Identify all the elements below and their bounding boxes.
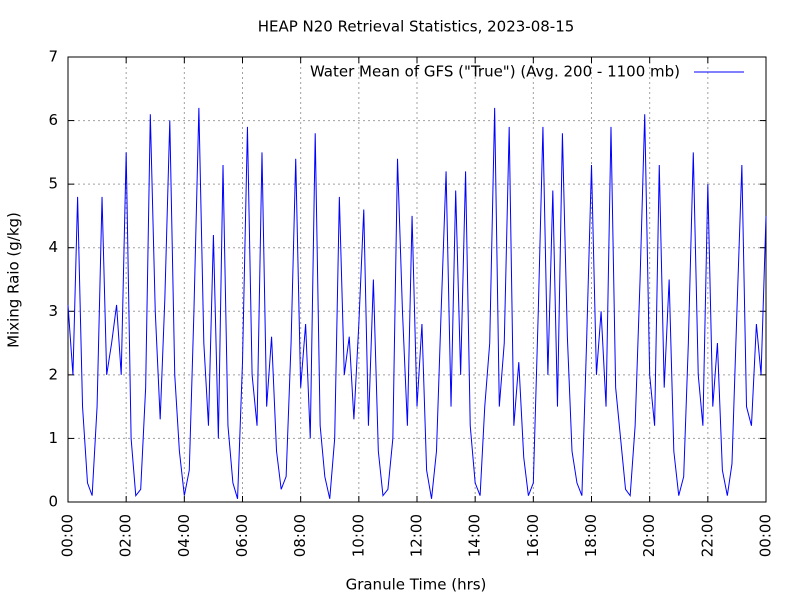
x-tick-label: 10:00	[349, 514, 367, 557]
plot-border	[67, 56, 767, 503]
y-tick-label: 2	[48, 365, 58, 383]
y-tick-label: 3	[48, 302, 58, 320]
x-tick-label: 02:00	[117, 514, 135, 557]
y-tick-label: 4	[48, 238, 58, 256]
x-tick-label: 18:00	[582, 514, 600, 557]
y-tick-label: 6	[48, 111, 58, 129]
y-tick-label: 7	[48, 48, 58, 66]
x-tick-label: 08:00	[291, 514, 309, 557]
x-tick-label: 00:00	[59, 514, 77, 557]
chart-title: HEAP N20 Retrieval Statistics, 2023-08-1…	[258, 18, 575, 36]
y-tick-label: 0	[48, 493, 58, 511]
y-tick-label: 1	[48, 429, 58, 447]
x-tick-label: 20:00	[640, 514, 658, 557]
x-tick-label: 14:00	[466, 514, 484, 557]
y-tick-label: 5	[48, 175, 58, 193]
x-tick-label: 00:00	[757, 514, 775, 557]
x-tick-label: 06:00	[233, 514, 251, 557]
y-axis-label: Mixing Raio (g/kg)	[5, 212, 23, 348]
x-axis-label: Granule Time (hrs)	[346, 576, 487, 594]
x-tick-label: 16:00	[524, 514, 542, 557]
x-tick-label: 12:00	[408, 514, 426, 557]
legend-label: Water Mean of GFS ("True") (Avg. 200 - 1…	[310, 63, 680, 81]
x-tick-label: 04:00	[175, 514, 193, 557]
data-line	[67, 107, 767, 499]
x-tick-label: 22:00	[698, 514, 716, 557]
